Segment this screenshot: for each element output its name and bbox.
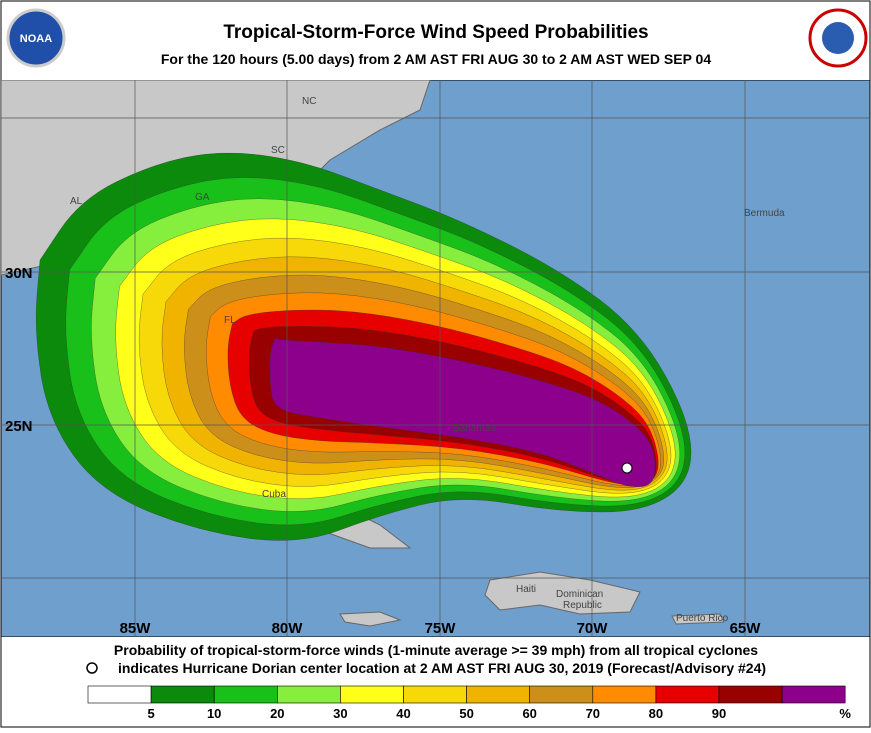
- place-label: Dominican: [556, 589, 603, 600]
- legend-label: 70: [586, 706, 600, 721]
- latitude-label: 30N: [5, 265, 33, 282]
- legend-swatch: [276, 685, 341, 704]
- legend-label: 10: [207, 706, 221, 721]
- place-label: Haiti: [516, 584, 536, 595]
- hispaniola: [484, 571, 641, 615]
- probability-band: [269, 337, 656, 487]
- subtitle: For the 120 hours (5.00 days) from 2 AM …: [161, 51, 711, 67]
- legend-swatch: [213, 685, 278, 704]
- jamaica: [339, 611, 402, 627]
- place-label: Republic: [563, 600, 602, 611]
- longitude-label: 80W: [272, 620, 304, 637]
- legend-label: 5: [147, 706, 154, 721]
- puerto-rico: [671, 613, 725, 625]
- legend-label: 50: [459, 706, 473, 721]
- title: Tropical-Storm-Force Wind Speed Probabil…: [223, 22, 648, 43]
- legend-swatch: [655, 685, 720, 704]
- legend-label: 60: [522, 706, 536, 721]
- footer-line1: Probability of tropical-storm-force wind…: [114, 642, 758, 658]
- nws-logo: [808, 8, 868, 68]
- legend-swatch: [718, 685, 783, 704]
- legend-swatch: [87, 685, 152, 704]
- legend-label: 40: [396, 706, 410, 721]
- graticule: [1, 80, 870, 637]
- place-label: FL: [224, 315, 236, 326]
- svg-text:NOAA: NOAA: [20, 33, 52, 45]
- center-symbol: [86, 662, 98, 674]
- longitude-label: 75W: [425, 620, 457, 637]
- place-label: GA: [195, 192, 210, 203]
- place-label: NC: [302, 96, 316, 107]
- legend-label: 30: [333, 706, 347, 721]
- legend-label: 90: [712, 706, 726, 721]
- place-label: SC: [271, 145, 285, 156]
- legend-swatch: [592, 685, 657, 704]
- place-label: AL: [70, 196, 83, 207]
- legend-unit: %: [839, 706, 851, 721]
- legend-label: 20: [270, 706, 284, 721]
- legend-swatch: [781, 685, 846, 704]
- noaa-logo: NOAA: [6, 8, 66, 68]
- longitude-label: 85W: [120, 620, 152, 637]
- longitude-label: 70W: [577, 620, 609, 637]
- footer-line2: indicates Hurricane Dorian center locati…: [118, 660, 766, 676]
- place-label: Cuba: [262, 489, 286, 500]
- legend-swatch: [150, 685, 215, 704]
- legend: 5 10 20 30 40 50 60 70 80 90%: [87, 685, 851, 721]
- latitude-label: 25N: [5, 418, 33, 435]
- legend-swatch: [403, 685, 467, 704]
- place-label: Bermuda: [744, 208, 785, 219]
- storm-center: [621, 462, 633, 474]
- legend-label: 80: [649, 706, 663, 721]
- place-label: Bahamas: [453, 423, 495, 434]
- legend-swatch: [529, 685, 594, 704]
- legend-swatch: [466, 685, 531, 704]
- place-label: Puerto Rico: [676, 613, 729, 624]
- longitude-label: 65W: [730, 620, 762, 637]
- legend-swatch: [340, 685, 404, 704]
- map: [1, 80, 870, 637]
